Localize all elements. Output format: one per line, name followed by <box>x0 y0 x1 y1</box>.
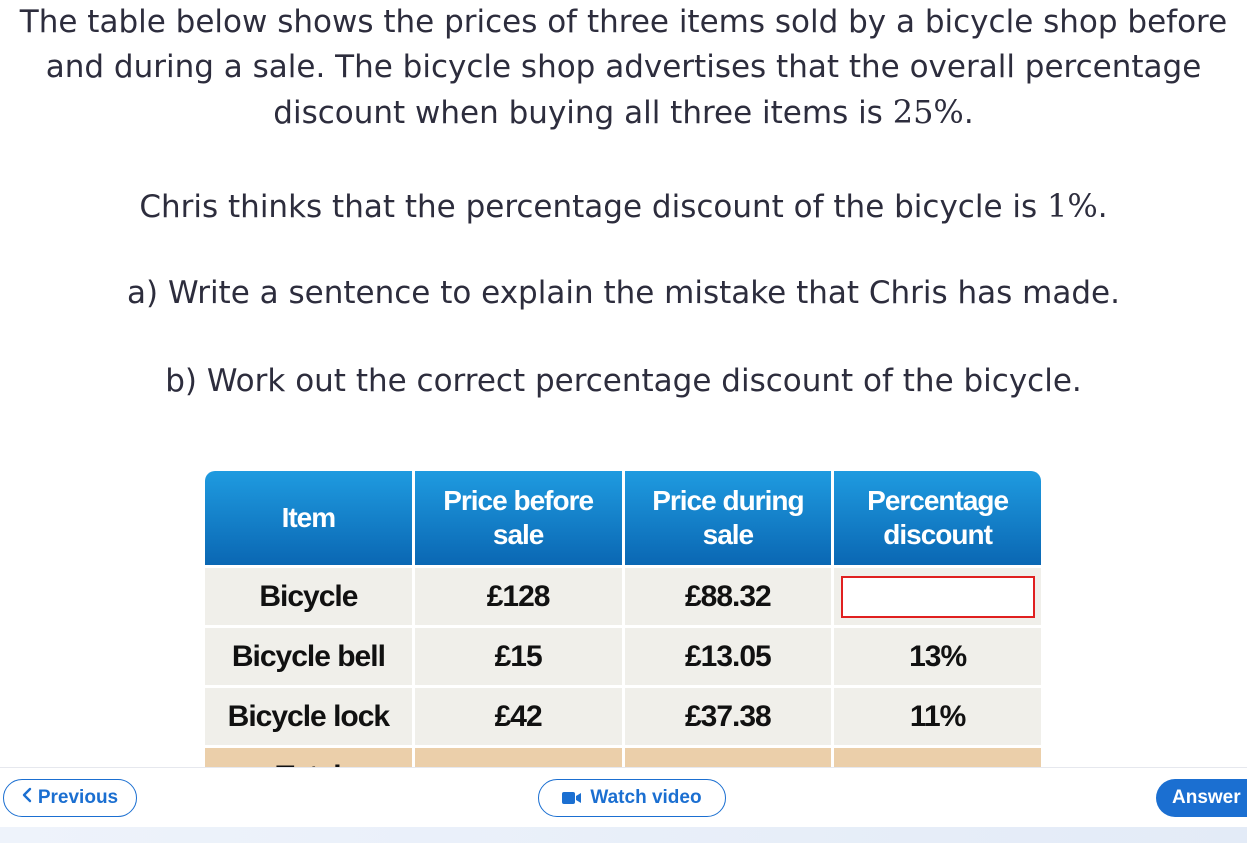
question-part-b: b) Work out the correct percentage disco… <box>165 363 1082 399</box>
table-row: Bicycle lock £42 £37.38 11% <box>205 688 1041 745</box>
cell-discount <box>834 568 1041 625</box>
cell-discount: 11% <box>834 688 1041 745</box>
answer-button[interactable]: Answer <box>1156 779 1247 817</box>
cell-before: £15 <box>414 628 622 685</box>
cell-during: £13.05 <box>624 628 832 685</box>
chris-text: Chris thinks that the percentage discoun… <box>139 189 1048 225</box>
cell-item: Bicycle bell <box>205 628 412 685</box>
question-text: The table below shows the prices of thre… <box>0 0 1247 404</box>
cell-before: £42 <box>414 688 622 745</box>
intro-end: . <box>963 95 974 131</box>
previous-button[interactable]: Previous <box>3 779 137 817</box>
header-percentage-discount: Percentage discount <box>834 471 1041 565</box>
header-item: Item <box>205 471 412 565</box>
table-row-total: Total <box>205 748 1041 768</box>
price-table: Item Price before sale Price during sale… <box>205 471 1041 768</box>
question-part-a: a) Write a sentence to explain the mista… <box>127 275 1120 311</box>
overall-discount-value: 25% <box>892 93 964 131</box>
question-intro: The table below shows the prices of thre… <box>4 0 1244 136</box>
cell-item: Bicycle lock <box>205 688 412 745</box>
cell-item: Bicycle <box>205 568 412 625</box>
answer-label: Answer <box>1172 787 1241 808</box>
chris-discount-value: 1% <box>1047 187 1098 225</box>
cell-discount: 13% <box>834 628 1041 685</box>
video-camera-icon <box>562 791 582 805</box>
table-header-row: Item Price before sale Price during sale… <box>205 471 1041 565</box>
watch-video-label: Watch video <box>590 787 702 808</box>
cell-discount <box>834 748 1041 768</box>
chevron-left-icon <box>22 787 32 809</box>
cell-during: £88.32 <box>624 568 832 625</box>
cell-during: £37.38 <box>624 688 832 745</box>
bottom-strip <box>0 827 1247 843</box>
table-row: Bicycle bell £15 £13.05 13% <box>205 628 1041 685</box>
answer-input-box[interactable] <box>840 575 1035 618</box>
cell-before <box>414 748 622 768</box>
header-price-before: Price before sale <box>414 471 622 565</box>
table-row: Bicycle £128 £88.32 <box>205 568 1041 625</box>
chris-end: . <box>1097 189 1108 225</box>
intro-text: The table below shows the prices of thre… <box>19 4 1228 131</box>
question-chris: Chris thinks that the percentage discoun… <box>0 184 1247 230</box>
cell-before: £128 <box>414 568 622 625</box>
previous-label: Previous <box>37 787 119 808</box>
cell-during <box>624 748 832 768</box>
cell-item: Total <box>205 748 412 768</box>
watch-video-button[interactable]: Watch video <box>538 779 726 817</box>
header-price-during: Price during sale <box>624 471 832 565</box>
price-table-container: Item Price before sale Price during sale… <box>205 471 1041 768</box>
